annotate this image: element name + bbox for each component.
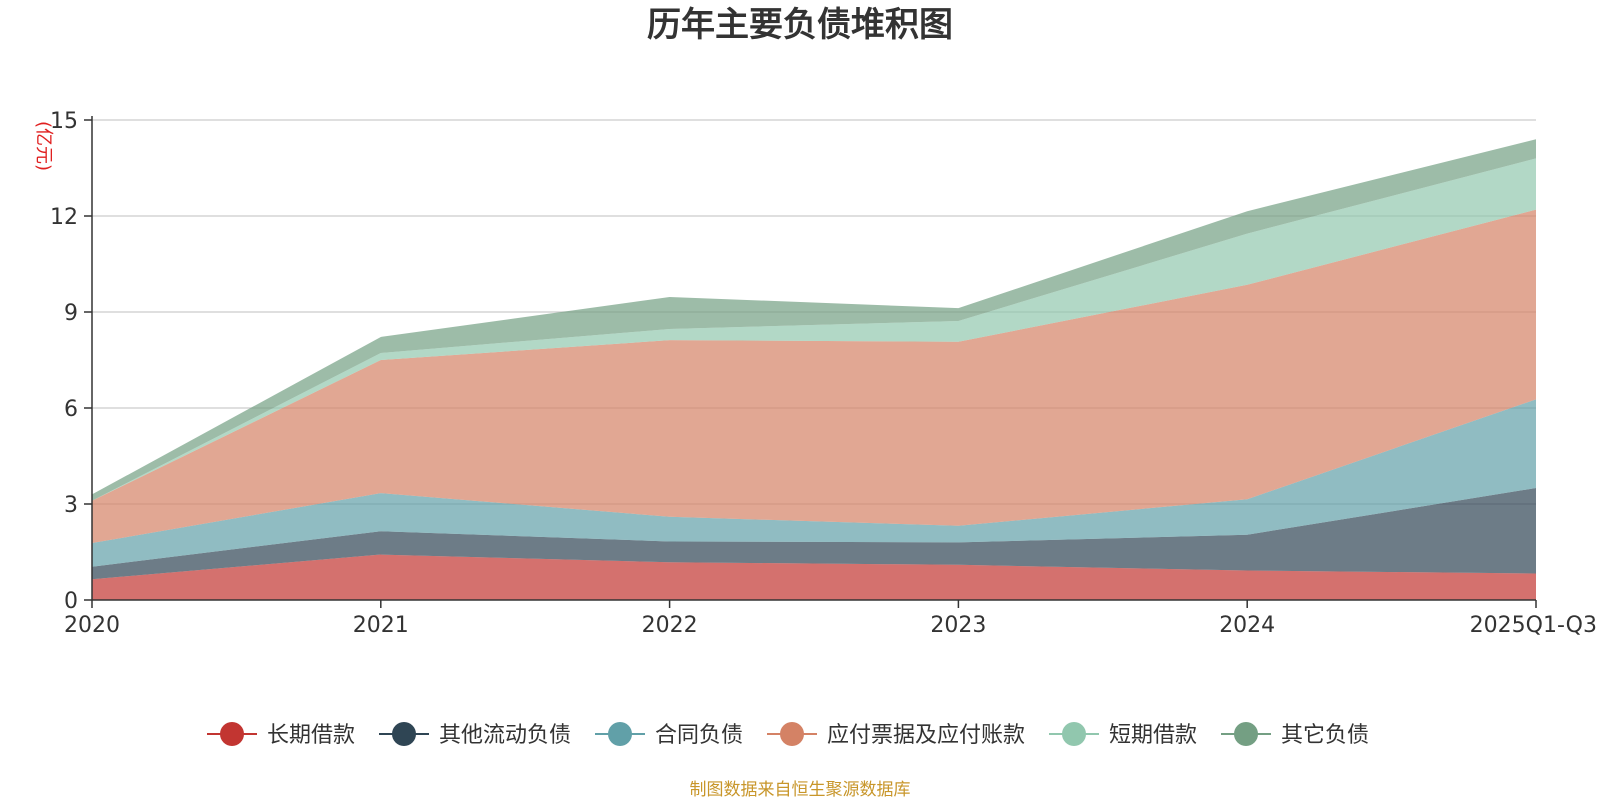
area-合同负债 xyxy=(92,399,1536,567)
legend-item-其它负债[interactable]: 其它负债 xyxy=(1221,722,1369,748)
legend-label: 合同负债 xyxy=(655,723,743,748)
y-tick-label: 15 xyxy=(50,109,78,134)
x-tick-label: 2022 xyxy=(642,613,698,638)
legend-marker-icon xyxy=(608,722,632,746)
x-tick-label: 2024 xyxy=(1219,613,1275,638)
y-tick-label: 3 xyxy=(64,493,78,518)
area-其它负债 xyxy=(92,139,1536,501)
legend-marker-icon xyxy=(780,722,804,746)
y-tick-label: 9 xyxy=(64,301,78,326)
axes: 0 3 6 9 12 15 2020 2021 2022 2023 2024 2025Q1-Q3 xyxy=(50,109,1597,638)
x-tick-label: 2020 xyxy=(64,613,120,638)
legend-label: 其他流动负债 xyxy=(439,723,571,748)
legend-marker-icon xyxy=(392,722,416,746)
y-tick-label: 6 xyxy=(64,397,78,422)
x-tick-label: 2021 xyxy=(353,613,409,638)
legend-marker-icon xyxy=(1062,722,1086,746)
legend-label: 其它负债 xyxy=(1281,723,1369,748)
x-tick-label: 2023 xyxy=(930,613,986,638)
area-应付票据及应付账款 xyxy=(92,209,1536,544)
x-tick-label: 2025Q1-Q3 xyxy=(1470,613,1597,638)
legend-item-合同负债[interactable]: 合同负债 xyxy=(595,722,743,748)
legend-marker-icon xyxy=(220,722,244,746)
legend[interactable]: 长期借款 其他流动负债 合同负债 应付票据及应付账款 短期借款 其它负债 xyxy=(207,722,1369,748)
legend-item-其他流动负债[interactable]: 其他流动负债 xyxy=(379,722,571,748)
legend-label: 短期借款 xyxy=(1109,723,1197,748)
legend-item-应付票据及应付账款[interactable]: 应付票据及应付账款 xyxy=(767,722,1025,748)
chart-title: 历年主要负债堆积图 xyxy=(647,5,953,45)
legend-label: 应付票据及应付账款 xyxy=(827,723,1025,748)
area-短期借款 xyxy=(92,158,1536,501)
y-axis-unit: (亿元) xyxy=(33,121,54,171)
legend-label: 长期借款 xyxy=(267,723,355,748)
legend-item-短期借款[interactable]: 短期借款 xyxy=(1049,722,1197,748)
legend-item-长期借款[interactable]: 长期借款 xyxy=(207,722,355,748)
y-tick-label: 0 xyxy=(64,589,78,614)
y-tick-label: 12 xyxy=(50,205,78,230)
area-series xyxy=(92,139,1536,600)
area-其他流动负债 xyxy=(92,488,1536,580)
legend-marker-icon xyxy=(1234,722,1258,746)
area-长期借款 xyxy=(92,554,1536,600)
data-source-note: 制图数据来自恒生聚源数据库 xyxy=(690,780,911,800)
